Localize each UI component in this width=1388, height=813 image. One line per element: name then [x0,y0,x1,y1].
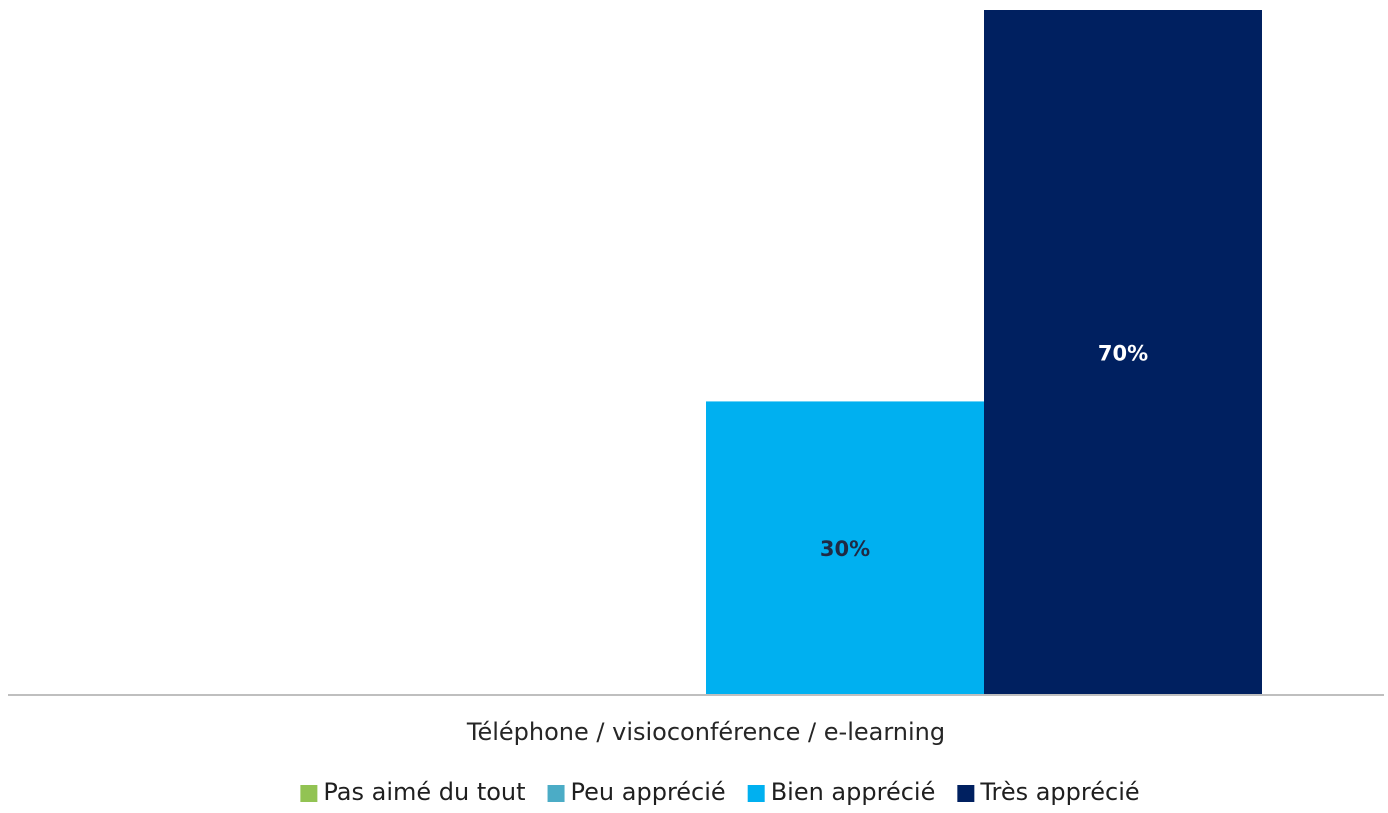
legend-swatch [547,785,565,802]
legend: Pas aimé du tout Peu apprécié Bien appréci… [300,778,1140,806]
legend-item: Pas aimé du tout [300,778,526,806]
data-label: 30% [820,537,870,561]
legend-item: Bien apprécié [747,778,936,806]
bars-layer [706,10,1262,695]
x-category-label: Téléphone / visioconférence / e-learning [466,718,945,746]
legend-item: Très apprécié [957,778,1140,806]
legend-label: Peu apprécié [571,778,726,806]
legend-label: Bien apprécié [771,778,936,806]
bar-bien-apprecie [706,401,984,695]
data-labels-layer: 30% 70% [820,342,1148,562]
data-label: 70% [1098,342,1148,366]
bar-tres-apprecie [984,10,1262,695]
legend-label: Très apprécié [979,778,1139,806]
legend-swatch [300,785,318,802]
legend-item: Peu apprécié [547,778,726,806]
legend-label: Pas aimé du tout [323,778,525,806]
legend-swatch [957,785,975,802]
legend-swatch [747,785,765,802]
